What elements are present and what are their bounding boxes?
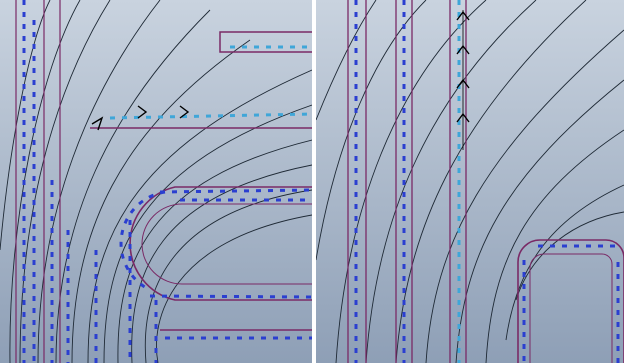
streamline-contour [144, 189, 312, 363]
boundary-inner-offset [141, 203, 312, 285]
streamline-contour [55, 9, 211, 363]
boundary-rounded-obstacle [517, 239, 624, 363]
streamline-contour [365, 0, 537, 363]
flow-direction-arrow-icon [137, 105, 148, 119]
boundary-rounded-obstacle [129, 186, 312, 301]
streamline-contour [316, 0, 427, 261]
streamline-contour [71, 39, 251, 363]
velocity-vector-row [159, 188, 312, 194]
streamline-contour [37, 0, 161, 363]
streamline-contour [131, 164, 312, 363]
streamline-contour [0, 0, 51, 251]
streamline-contour [335, 0, 487, 363]
velocity-vector-row [109, 112, 312, 120]
streamline-contour [156, 214, 312, 363]
streamline-contour [9, 0, 81, 363]
flow-field-left [0, 0, 312, 363]
cfd-viewport-right[interactable] [316, 0, 624, 363]
boundary-upper-slot [219, 31, 312, 53]
viewport-background [316, 0, 624, 363]
flow-direction-arrow-icon [91, 116, 104, 131]
cfd-viewport-left[interactable] [0, 0, 312, 363]
velocity-vector-row [149, 294, 312, 299]
streamline-contour [316, 0, 377, 121]
viewport-divider [312, 0, 316, 363]
streamline-contour [425, 29, 624, 363]
flow-direction-arrow-icon [179, 105, 190, 119]
streamline-contour [117, 139, 312, 363]
viewport-background [0, 0, 312, 363]
streamline-contour [505, 184, 624, 341]
streamline-contour [19, 0, 111, 363]
flow-field-right [316, 0, 624, 363]
streamline-contour [87, 69, 312, 363]
boundary-inner-offset [529, 253, 613, 363]
streamline-contour [395, 0, 587, 363]
streamline-contour [455, 79, 624, 363]
streamline-contour [485, 129, 624, 363]
streamline-contour [103, 104, 312, 363]
